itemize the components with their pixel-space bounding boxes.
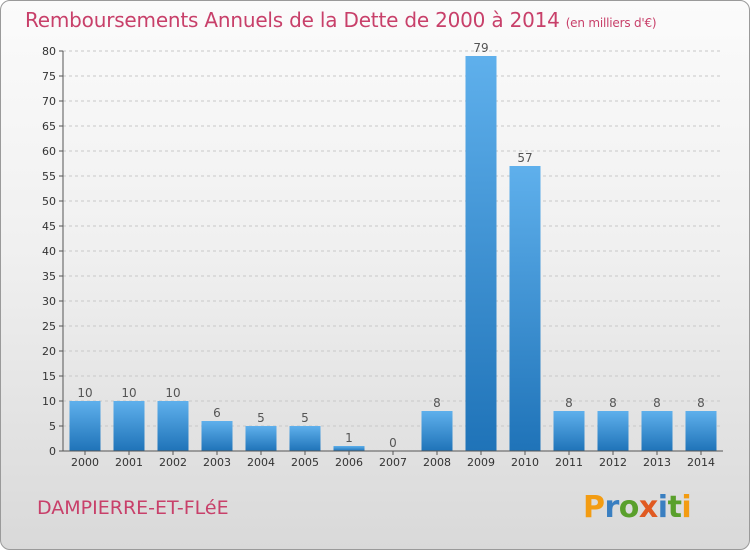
x-tick-label-2005: 2005 bbox=[291, 456, 319, 469]
bar-2008 bbox=[421, 411, 453, 451]
bar-2006 bbox=[333, 446, 365, 451]
bar-2009 bbox=[465, 56, 497, 451]
x-tick-label-2003: 2003 bbox=[203, 456, 231, 469]
y-tick-label: 60 bbox=[42, 145, 56, 158]
logo-letter: P bbox=[583, 490, 605, 525]
x-tick-label-2012: 2012 bbox=[599, 456, 627, 469]
value-label-2008: 8 bbox=[433, 396, 441, 410]
x-tick-label-2009: 2009 bbox=[467, 456, 495, 469]
bar-2011 bbox=[553, 411, 585, 451]
x-tick-label-2014: 2014 bbox=[687, 456, 715, 469]
x-tick-label-2010: 2010 bbox=[511, 456, 539, 469]
y-tick-label: 15 bbox=[42, 370, 56, 383]
bar-2010 bbox=[509, 166, 541, 451]
chart-title: Remboursements Annuels de la Dette de 20… bbox=[25, 8, 657, 32]
logo-letter: i bbox=[681, 490, 692, 525]
x-tick-label-2001: 2001 bbox=[115, 456, 143, 469]
chart-title-text: Remboursements Annuels de la Dette de 20… bbox=[25, 8, 560, 32]
bar-2003 bbox=[201, 421, 233, 451]
x-axis: 2000 2001 2002 2003 2004 2005 2006 2007 2008 2009… bbox=[63, 450, 723, 469]
y-tick-label: 5 bbox=[49, 420, 56, 433]
value-label-2001: 10 bbox=[121, 386, 136, 400]
y-tick-label: 70 bbox=[42, 95, 56, 108]
value-label-2003: 6 bbox=[213, 406, 221, 420]
x-tick-label-2007: 2007 bbox=[379, 456, 407, 469]
logo-letter: i bbox=[657, 490, 668, 525]
x-tick-label-2002: 2002 bbox=[159, 456, 187, 469]
y-tick-label: 75 bbox=[42, 70, 56, 83]
value-label-2010: 57 bbox=[517, 151, 532, 165]
y-axis: 0 5 10 15 20 25 30 35 40 45 50 55 60 65 70 75 80 bbox=[42, 45, 64, 458]
x-tick-label-2008: 2008 bbox=[423, 456, 451, 469]
bar-2001 bbox=[113, 401, 145, 451]
y-tick-label: 0 bbox=[49, 445, 56, 458]
bar-2012 bbox=[597, 411, 629, 451]
y-tick-label: 10 bbox=[42, 395, 56, 408]
x-tick-label-2013: 2013 bbox=[643, 456, 671, 469]
value-label-2007: 0 bbox=[389, 436, 397, 450]
value-label-2014: 8 bbox=[697, 396, 705, 410]
logo-letter: x bbox=[638, 490, 658, 525]
bar-2000 bbox=[69, 401, 101, 451]
logo-letter: o bbox=[618, 490, 640, 525]
value-label-2005: 5 bbox=[301, 411, 309, 425]
value-label-2006: 1 bbox=[345, 431, 353, 445]
proxiti-logo: Proxiti bbox=[583, 490, 692, 525]
y-tick-label: 50 bbox=[42, 195, 56, 208]
commune-name: DAMPIERRE-ET-FLéE bbox=[37, 497, 229, 519]
y-tick-label: 30 bbox=[42, 295, 56, 308]
y-tick-label: 80 bbox=[42, 45, 56, 58]
x-tick-label-2006: 2006 bbox=[335, 456, 363, 469]
value-label-2009: 79 bbox=[473, 41, 488, 55]
value-label-2012: 8 bbox=[609, 396, 617, 410]
x-tick-label-2011: 2011 bbox=[555, 456, 583, 469]
bar-2004 bbox=[245, 426, 277, 451]
y-tick-label: 20 bbox=[42, 345, 56, 358]
x-tick-label-2000: 2000 bbox=[71, 456, 99, 469]
y-tick-label: 65 bbox=[42, 120, 56, 133]
value-label-2011: 8 bbox=[565, 396, 573, 410]
chart-unit: (en milliers d'€) bbox=[565, 16, 657, 30]
y-tick-label: 55 bbox=[42, 170, 56, 183]
logo-letter: r bbox=[604, 490, 620, 525]
value-label-2002: 10 bbox=[165, 386, 180, 400]
bar-2014 bbox=[685, 411, 717, 451]
value-label-2000: 10 bbox=[77, 386, 92, 400]
bar-2002 bbox=[157, 401, 189, 451]
y-tick-label: 40 bbox=[42, 245, 56, 258]
y-tick-label: 35 bbox=[42, 270, 56, 283]
bar-2005 bbox=[289, 426, 321, 451]
y-tick-label: 45 bbox=[42, 220, 56, 233]
value-label-2004: 5 bbox=[257, 411, 265, 425]
x-tick-label-2004: 2004 bbox=[247, 456, 275, 469]
value-label-2013: 8 bbox=[653, 396, 661, 410]
logo-letter: t bbox=[667, 490, 682, 525]
bar-2013 bbox=[641, 411, 673, 451]
gridlines bbox=[63, 50, 723, 452]
y-tick-label: 25 bbox=[42, 320, 56, 333]
